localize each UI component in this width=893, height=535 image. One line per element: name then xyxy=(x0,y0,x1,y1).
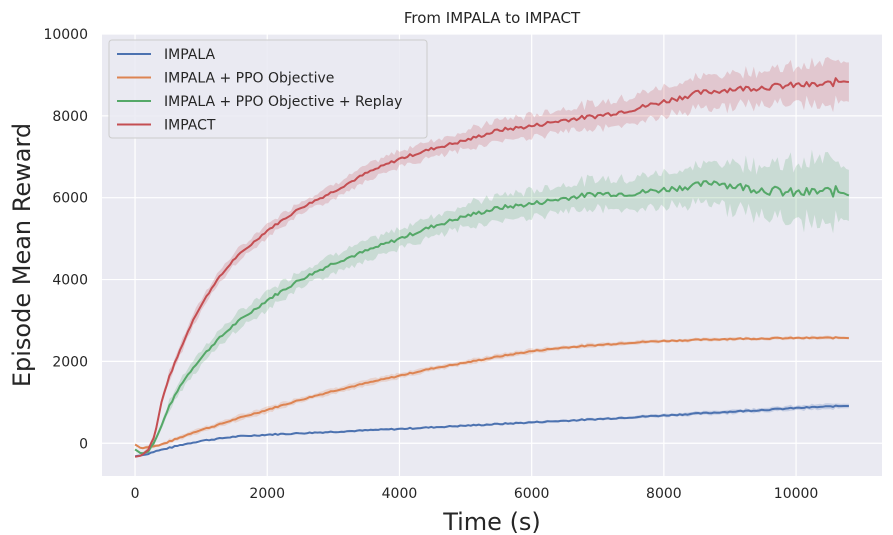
series-line-3 xyxy=(134,77,849,458)
legend: IMPALA IMPALA + PPO Objective IMPALA + PPO… xyxy=(108,39,428,139)
legend-box xyxy=(108,39,428,139)
y-tick-label: 10000 xyxy=(43,27,88,43)
x-tick-label: 8000 xyxy=(646,486,682,502)
series-lines xyxy=(134,77,850,458)
series-line-1 xyxy=(134,336,849,450)
x-tick-label: 2000 xyxy=(249,486,285,502)
x-tick-label: 10000 xyxy=(774,486,819,502)
x-tick-label: 6000 xyxy=(514,486,550,502)
series-band-0 xyxy=(135,403,849,457)
y-tick-labels: 0 2000 4000 6000 8000 10000 xyxy=(43,27,88,452)
y-tick-label: 2000 xyxy=(52,354,88,370)
x-tick-labels: 0 2000 4000 6000 8000 10000 xyxy=(131,486,819,502)
x-axis-title: Time (s) xyxy=(442,508,541,535)
chart-title: From IMPALA to IMPACT xyxy=(404,9,581,27)
series-band-3 xyxy=(135,57,849,457)
legend-label: IMPALA + PPO Objective + Replay xyxy=(164,94,402,110)
y-tick-label: 8000 xyxy=(52,109,88,125)
legend-label: IMPALA xyxy=(164,47,215,63)
x-tick-label: 0 xyxy=(131,486,140,502)
legend-label: IMPALA + PPO Objective xyxy=(164,71,334,87)
series-line-0 xyxy=(134,404,849,458)
y-tick-label: 6000 xyxy=(52,191,88,207)
y-tick-label: 0 xyxy=(79,436,88,452)
legend-label: IMPACT xyxy=(164,118,216,134)
y-tick-label: 4000 xyxy=(52,273,88,289)
series-line-2 xyxy=(134,180,850,455)
x-tick-label: 4000 xyxy=(382,486,418,502)
y-axis-title: Episode Mean Reward xyxy=(8,123,36,387)
